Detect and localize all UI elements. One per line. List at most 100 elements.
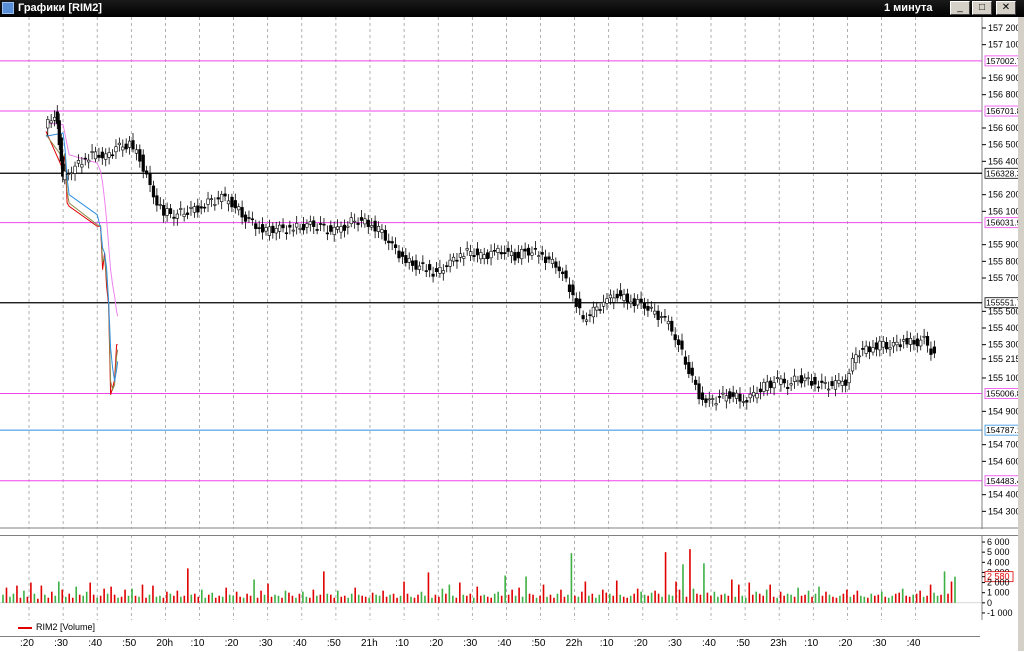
candle-body xyxy=(864,345,868,354)
candle-body xyxy=(762,382,766,392)
candle-body xyxy=(782,378,786,384)
candle-body xyxy=(131,140,135,150)
candle-body xyxy=(765,381,769,391)
candle-body xyxy=(847,373,851,384)
time-tick-label: :50 xyxy=(531,638,546,649)
candle-body xyxy=(755,393,759,399)
candle-body xyxy=(332,226,336,235)
candle-body xyxy=(506,247,510,252)
candle-body xyxy=(844,379,848,386)
candle-body xyxy=(87,159,91,163)
price-tick-label: 157 100 xyxy=(988,40,1018,50)
time-axis[interactable]: :20:30:40:50 20h:10:20:30:40:50 21h:10:20:… xyxy=(0,636,980,652)
candle-body xyxy=(789,383,793,386)
candle-body xyxy=(612,297,616,303)
candle-body xyxy=(932,346,936,354)
price-tick-label: 156 200 xyxy=(988,190,1018,200)
candle-body xyxy=(629,301,633,304)
candle-body xyxy=(472,255,476,257)
candle-body xyxy=(605,298,609,304)
candle-body xyxy=(179,208,183,210)
candle-body xyxy=(850,357,855,372)
candle-body xyxy=(441,270,445,274)
level-label: 156031.9 xyxy=(986,218,1018,228)
candle-body xyxy=(775,377,780,380)
candle-body xyxy=(55,111,59,124)
timeframe-selector[interactable]: 1 минута xyxy=(884,2,933,14)
candle-body xyxy=(721,392,725,395)
candle-body xyxy=(73,165,77,174)
candle-body xyxy=(428,264,432,271)
candle-body xyxy=(479,252,483,260)
time-tick-label: :20 xyxy=(838,638,853,649)
candle-body xyxy=(213,204,217,206)
close-button[interactable]: ✕ xyxy=(996,1,1016,15)
candle-body xyxy=(492,249,497,252)
time-tick-label: :30 xyxy=(258,638,273,649)
candle-body xyxy=(622,294,626,301)
candle-body xyxy=(312,220,316,227)
candle-body xyxy=(66,173,70,175)
candle-body xyxy=(175,213,179,219)
candle-body xyxy=(185,212,190,215)
candle-body xyxy=(799,375,803,384)
minimize-button[interactable]: _ xyxy=(950,1,970,15)
candle-body xyxy=(857,355,861,358)
candle-body xyxy=(254,223,258,230)
candle-body xyxy=(523,248,527,252)
level-tag xyxy=(984,217,1018,229)
price-tick-label: 157 200 xyxy=(988,23,1018,33)
vertical-scrollbar[interactable] xyxy=(1018,17,1024,651)
candle-body xyxy=(550,259,555,264)
chart-background xyxy=(0,17,1018,529)
level-tag xyxy=(984,167,1018,179)
candle-body xyxy=(653,310,657,315)
candle-body xyxy=(823,382,827,384)
volume-background xyxy=(0,535,1018,620)
candle-body xyxy=(584,319,589,322)
candle-body xyxy=(809,381,814,386)
price-chart[interactable]: 157 200 157 100 156 900 156 800 156 600 156 5… xyxy=(0,17,1018,529)
price-tick-label: 155 300 xyxy=(988,340,1018,350)
candle-body xyxy=(885,341,889,350)
candle-body xyxy=(677,339,681,346)
candle-body xyxy=(646,305,650,311)
volume-tick-label: 6 000 xyxy=(987,537,1010,547)
candle-body xyxy=(608,294,613,299)
candle-body xyxy=(305,223,309,228)
candle-body xyxy=(451,256,456,262)
candle-body xyxy=(827,388,831,391)
candle-body xyxy=(353,220,357,223)
candle-body xyxy=(465,248,469,251)
maximize-button[interactable]: □ xyxy=(972,1,992,15)
candle-body xyxy=(554,261,558,268)
candle-body xyxy=(659,316,664,318)
candle-body xyxy=(574,298,578,307)
candle-body xyxy=(233,200,237,209)
candle-body xyxy=(748,393,752,399)
price-tick-label: 155 800 xyxy=(988,256,1018,266)
candle-body xyxy=(209,198,214,201)
candle-body xyxy=(421,262,425,264)
candle-body xyxy=(100,151,104,159)
candle-body xyxy=(526,247,531,256)
candle-body xyxy=(359,217,364,221)
candle-body xyxy=(336,226,340,230)
candle-body xyxy=(734,392,739,399)
candle-body xyxy=(393,244,398,248)
candle-body xyxy=(199,206,203,209)
candle-body xyxy=(121,146,125,151)
candle-body xyxy=(516,251,520,259)
volume-tick-label: 2 580 xyxy=(987,572,1010,582)
candle-body xyxy=(240,207,244,218)
volume-legend: RIM2 [Volume] xyxy=(0,620,980,636)
candle-body xyxy=(138,149,142,162)
price-tick-label: 156 500 xyxy=(988,140,1018,150)
time-tick-label: :20 xyxy=(429,638,444,649)
candle-body xyxy=(61,156,65,177)
candle-body xyxy=(561,271,565,274)
candle-body xyxy=(400,251,404,257)
candle-body xyxy=(349,217,353,225)
candle-body xyxy=(206,198,210,205)
